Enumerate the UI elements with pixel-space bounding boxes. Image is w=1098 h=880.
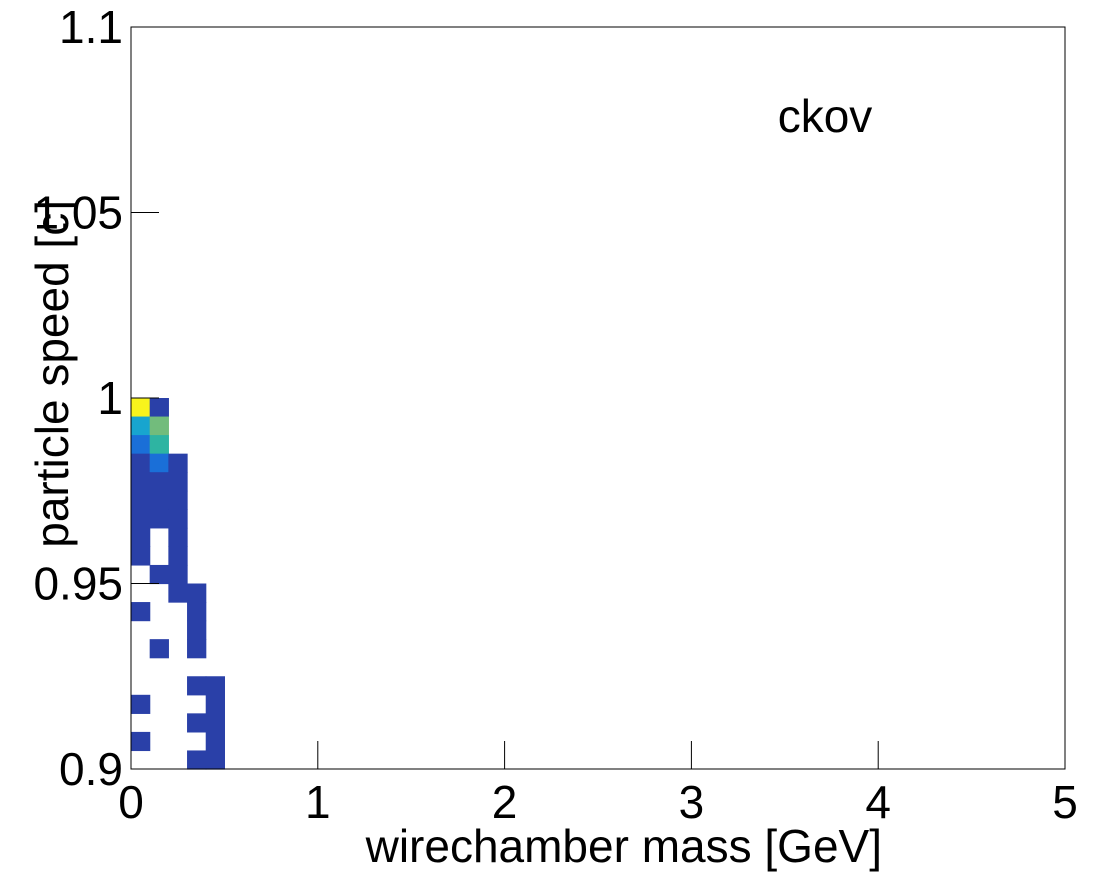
- y-tick-label: 1: [97, 372, 123, 424]
- y-tick-label: 0.9: [59, 743, 123, 795]
- heatmap-cell: [149, 490, 169, 510]
- heatmap-cell: [205, 713, 225, 733]
- heatmap-cell: [187, 639, 207, 659]
- y-tick-label: 0.95: [33, 558, 123, 610]
- heatmap-cell: [187, 676, 207, 696]
- heatmap-cell: [187, 750, 207, 770]
- heatmap-cell: [149, 564, 169, 585]
- heatmap-cell: [187, 602, 207, 622]
- heatmap-cell: [168, 490, 188, 510]
- heatmap-cell: [131, 472, 151, 492]
- heatmap-cell: [187, 713, 207, 733]
- heatmap-cell: [131, 435, 151, 455]
- x-tick-label: 3: [679, 776, 705, 828]
- heatmap-cell: [168, 472, 188, 492]
- x-tick-labels: 0 1 2 3 4 5: [118, 776, 1078, 828]
- heatmap-cell: [168, 509, 188, 529]
- x-tick-label: 0: [118, 776, 144, 828]
- plot-frame: [130, 26, 1066, 770]
- heatmap-cell: [149, 639, 169, 659]
- heatmap-cell: [168, 583, 188, 603]
- heatmap-cell: [131, 509, 151, 529]
- heatmap-cell: [168, 564, 188, 585]
- x-tick-label: 4: [865, 776, 891, 828]
- heatmap-cell: [149, 472, 169, 492]
- x-tick-label: 1: [305, 776, 331, 828]
- axis-ticks: [130, 26, 1066, 770]
- heatmap-cell: [131, 453, 151, 473]
- y-tick-label: 1.05: [33, 187, 123, 239]
- y-axis-label: particle speed [c]: [26, 200, 78, 548]
- heatmap-cell: [168, 546, 188, 566]
- y-tick-label: 1.1: [59, 1, 123, 53]
- heatmap-cell: [205, 676, 225, 696]
- heatmap-cells: [131, 398, 225, 770]
- heatmap-cell: [131, 398, 151, 418]
- heatmap-cell: [205, 694, 225, 714]
- heatmap-cell: [149, 453, 169, 473]
- heatmap-cell: [131, 416, 151, 436]
- heatmap-cell: [187, 620, 207, 640]
- heatmap-cell: [187, 583, 207, 603]
- heatmap-cell: [205, 731, 225, 752]
- heatmap-cell: [131, 546, 151, 566]
- heatmap-cell: [131, 527, 151, 547]
- x-tick-label: 2: [492, 776, 518, 828]
- heatmap-cell: [131, 602, 151, 622]
- heatmap-cell: [168, 453, 188, 473]
- chart-title: ckov: [778, 90, 873, 142]
- heatmap-cell: [168, 527, 188, 547]
- x-axis-label: wirechamber mass [GeV]: [365, 820, 882, 872]
- heatmap-cell: [149, 398, 169, 418]
- heatmap-cell: [205, 750, 225, 770]
- heatmap-cell: [131, 731, 151, 752]
- heatmap-cell: [149, 509, 169, 529]
- heatmap-cell: [149, 416, 169, 436]
- y-tick-labels: 0.9 0.95 1 1.05 1.1: [33, 1, 123, 795]
- x-tick-label: 5: [1052, 776, 1078, 828]
- heatmap-cell: [131, 490, 151, 510]
- heatmap-cell: [131, 694, 151, 714]
- heatmap-cell: [149, 435, 169, 455]
